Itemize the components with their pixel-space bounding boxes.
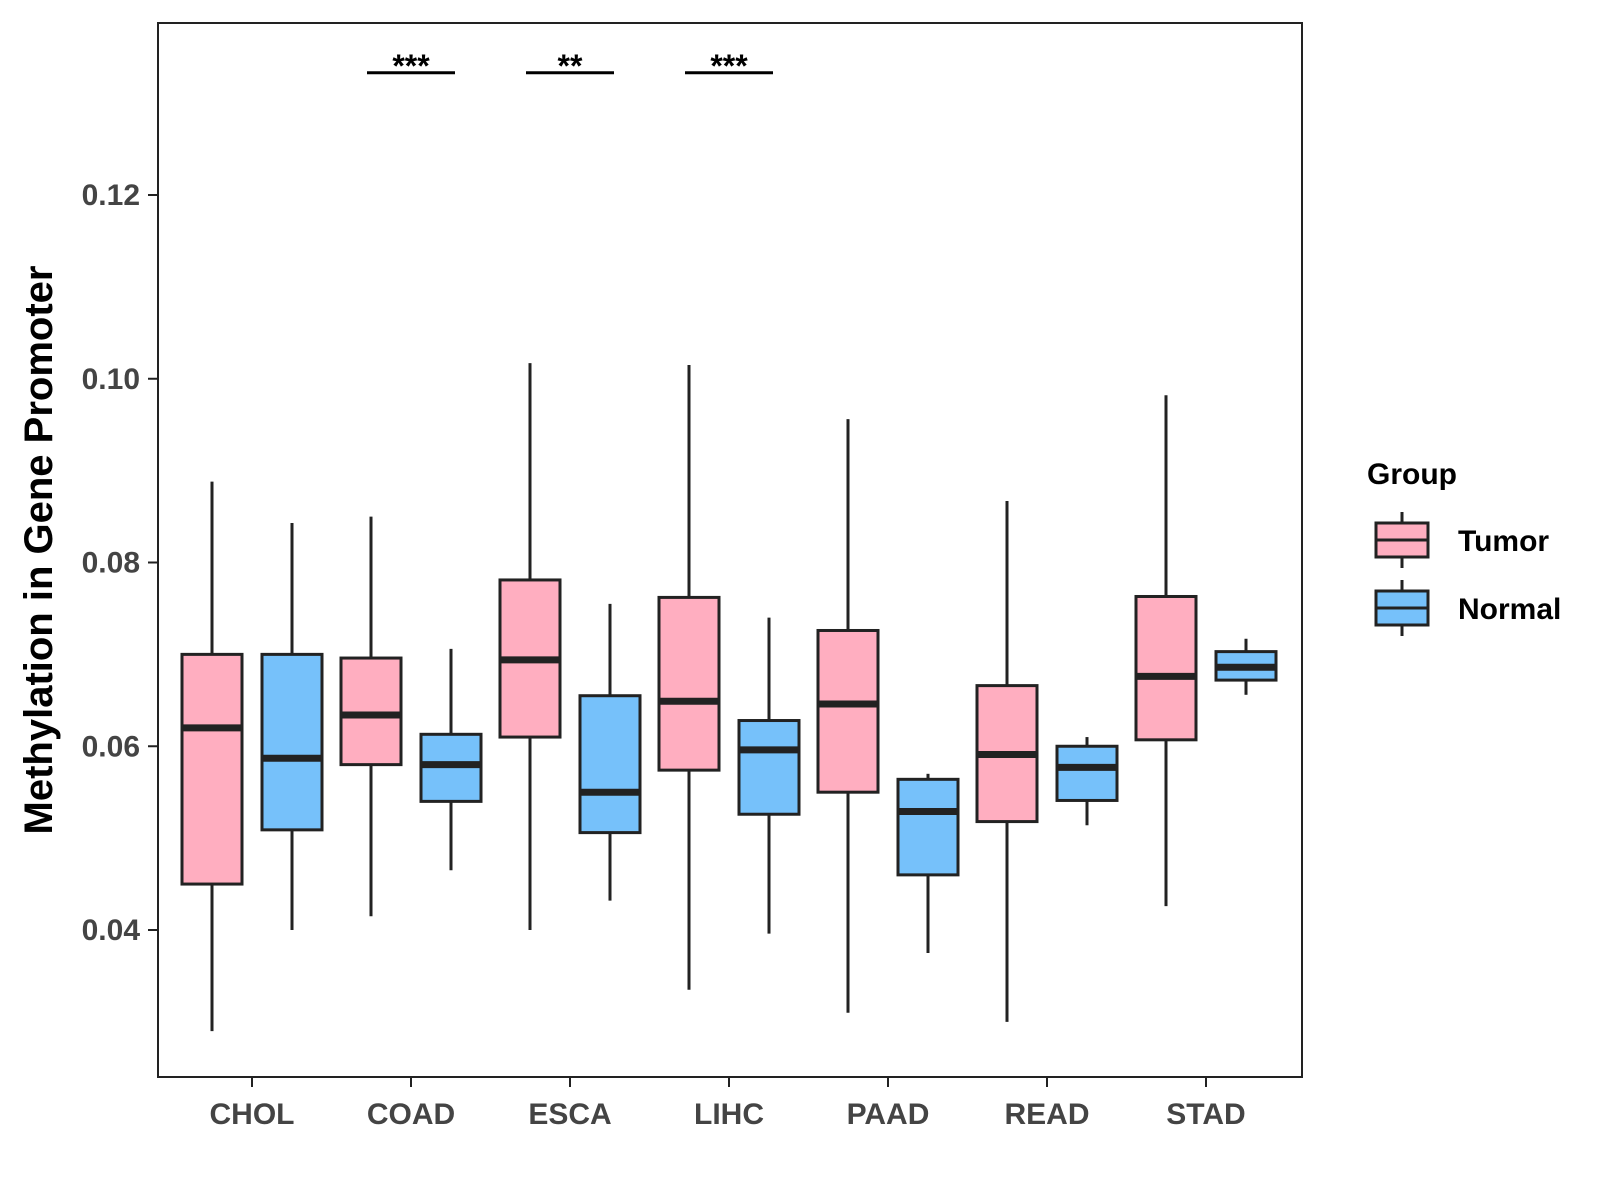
box-tumor-stad [1134,395,1198,907]
x-tick-label: LIHC [694,1098,764,1131]
box-normal-coad [419,648,483,871]
significance-label: ** [558,48,583,84]
y-tick-label: 0.08 [82,547,140,580]
significance-label: *** [392,48,430,84]
legend-item-tumor: Tumor [1374,512,1549,568]
y-axis: 0.04 0.06 0.08 0.10 0.12 [82,179,158,947]
box-iqr [896,777,960,877]
box-tumor-lihc [657,364,721,990]
x-tick-label: STAD [1166,1098,1245,1131]
box-iqr [816,628,880,794]
y-tick-label: 0.12 [82,179,140,212]
plot-panel [157,22,1303,1078]
box-tumor-read [975,500,1039,1022]
x-tick-label: CHOL [210,1098,295,1131]
boxes-layer [180,363,1278,1032]
box-normal-paad [896,773,960,953]
box-iqr [657,595,721,772]
legend-title: Group [1367,458,1457,491]
significance-coad: *** [367,48,455,84]
significance-esca: ** [526,48,614,84]
box-normal-stad [1214,638,1278,695]
box-tumor-chol [180,481,244,1032]
box-iqr [1055,744,1119,802]
box-iqr [260,652,324,832]
box-iqr [737,719,801,816]
y-tick-label: 0.10 [82,363,140,396]
significance-lihc: *** [685,48,773,84]
y-tick-label: 0.04 [82,914,141,947]
legend-item-normal: Normal [1374,580,1561,636]
box-tumor-paad [816,419,880,1013]
box-normal-lihc [737,617,801,934]
box-normal-esca [578,603,642,901]
x-axis: CHOL COAD ESCA LIHC PAAD READ STAD [210,1077,1246,1131]
significance-label: *** [710,48,748,84]
box-iqr [180,652,244,886]
box-normal-read [1055,737,1119,826]
box-iqr [339,656,403,767]
y-axis-label: Methylation in Gene Promoter [17,266,61,835]
legend-label: Normal [1458,593,1561,626]
legend: Group Tumor Normal [1367,458,1561,636]
x-tick-label: PAAD [847,1098,930,1131]
significance-annotations: *** ** *** [367,48,773,84]
box-tumor-coad [339,516,403,917]
x-tick-label: COAD [367,1098,455,1131]
box-iqr [578,694,642,835]
box-tumor-esca [498,363,562,930]
legend-label: Tumor [1458,525,1549,558]
box-iqr [1134,594,1198,742]
x-tick-label: READ [1004,1098,1089,1131]
y-tick-label: 0.06 [82,730,140,763]
box-normal-chol [260,522,324,930]
x-tick-label: ESCA [528,1098,611,1131]
